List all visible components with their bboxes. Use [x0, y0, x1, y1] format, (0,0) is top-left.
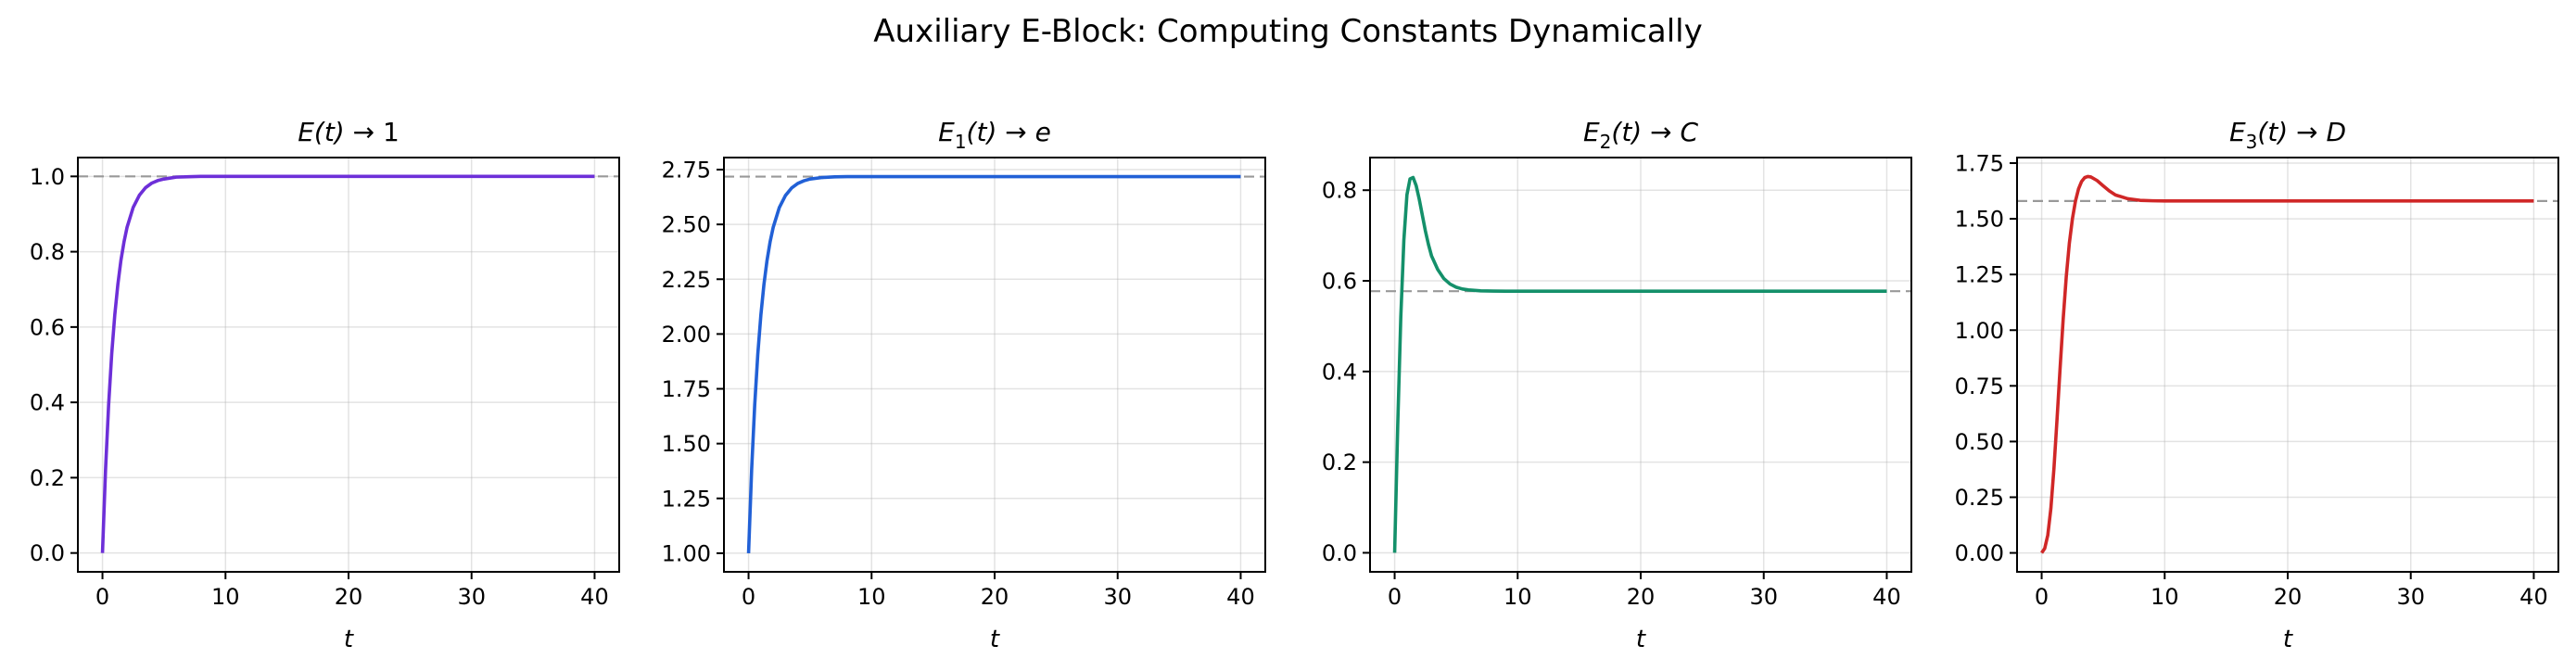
y-tick-label: 1.75 — [662, 376, 711, 402]
x-tick-label: 10 — [1504, 584, 1532, 610]
y-tick-label: 1.75 — [1955, 151, 2004, 177]
panel-title: E1(t) → e — [938, 117, 1051, 153]
y-tick-label: 1.0 — [30, 164, 65, 190]
x-tick-label: 0 — [2035, 584, 2049, 610]
y-tick-label: 1.25 — [662, 486, 711, 512]
panels: 0 10 20 30 40 0.0 0.2 0.4 0.6 0.8 1.0 t E(t) → 1 0 10 2… — [30, 117, 2559, 653]
y-tick-label: 0.00 — [1955, 540, 2004, 566]
y-tick-label: 0.75 — [1955, 373, 2004, 399]
panel-title: E3(t) → D — [2229, 117, 2346, 153]
figure-title: Auxiliary E-Block: Computing Constants D… — [873, 13, 1702, 50]
x-tick-label: 40 — [2519, 584, 2548, 610]
y-tick-label: 2.50 — [662, 212, 711, 238]
x-axis-label: t — [990, 626, 1000, 653]
panel-title: E(t) → 1 — [298, 117, 400, 147]
x-tick-label: 30 — [2396, 584, 2425, 610]
panel-1: 0 10 20 30 40 0.0 0.2 0.4 0.6 0.8 1.0 t E(t) → 1 — [30, 117, 620, 653]
x-tick-label: 40 — [1872, 584, 1901, 610]
y-tick-label: 1.25 — [1955, 262, 2004, 288]
x-tick-label: 0 — [95, 584, 109, 610]
panel-2: 0 10 20 30 40 1.00 1.25 1.50 1.75 2.00 2.25 2.50 2.7… — [662, 117, 1266, 653]
x-tick-label: 20 — [1627, 584, 1656, 610]
y-tick-label: 1.50 — [662, 431, 711, 457]
x-tick-label: 10 — [211, 584, 240, 610]
x-tick-label: 10 — [2151, 584, 2179, 610]
series-line — [2040, 174, 2534, 554]
x-tick-label: 0 — [742, 584, 755, 610]
panel-title: E2(t) → C — [1583, 117, 1699, 153]
series-line — [746, 174, 1241, 553]
y-tick-label: 2.00 — [662, 322, 711, 348]
y-tick-label: 1.50 — [1955, 207, 2004, 233]
x-tick-label: 30 — [1103, 584, 1132, 610]
y-tick-label: 0.8 — [30, 239, 65, 265]
y-tick-label: 0.25 — [1955, 485, 2004, 511]
y-tick-label: 0.50 — [1955, 429, 2004, 455]
y-tick-label: 0.6 — [1322, 269, 1357, 295]
y-tick-label: 0.6 — [30, 314, 65, 340]
x-tick-label: 40 — [1226, 584, 1255, 610]
x-tick-label: 10 — [857, 584, 886, 610]
panel-3: 0 10 20 30 40 0.0 0.2 0.4 0.6 0.8 t E2(t) → C — [1322, 117, 1912, 653]
panel-4: 0 10 20 30 40 0.00 0.25 0.50 0.75 1.00 1.25 1.50 1.7… — [1955, 117, 2559, 653]
x-tick-label: 30 — [1749, 584, 1778, 610]
x-tick-label: 20 — [2274, 584, 2303, 610]
x-tick-label: 40 — [580, 584, 609, 610]
x-axis-label: t — [344, 626, 354, 653]
y-tick-label: 1.00 — [1955, 318, 2004, 344]
x-tick-label: 20 — [981, 584, 1009, 610]
y-tick-label: 0.2 — [30, 465, 65, 491]
x-tick-label: 20 — [335, 584, 363, 610]
y-tick-label: 2.25 — [662, 267, 711, 293]
y-tick-label: 1.00 — [662, 540, 711, 566]
x-axis-label: t — [2283, 626, 2293, 653]
series-line — [1392, 175, 1887, 553]
y-tick-label: 0.0 — [1322, 540, 1357, 566]
x-tick-label: 30 — [457, 584, 486, 610]
y-tick-label: 0.4 — [1322, 359, 1357, 385]
y-tick-label: 2.75 — [662, 158, 711, 184]
x-tick-label: 0 — [1388, 584, 1402, 610]
y-tick-label: 0.4 — [30, 390, 65, 416]
series-line — [100, 174, 595, 553]
y-tick-label: 0.8 — [1322, 178, 1357, 204]
x-axis-label: t — [1636, 626, 1646, 653]
y-tick-label: 0.0 — [30, 540, 65, 566]
y-tick-label: 0.2 — [1322, 449, 1357, 475]
